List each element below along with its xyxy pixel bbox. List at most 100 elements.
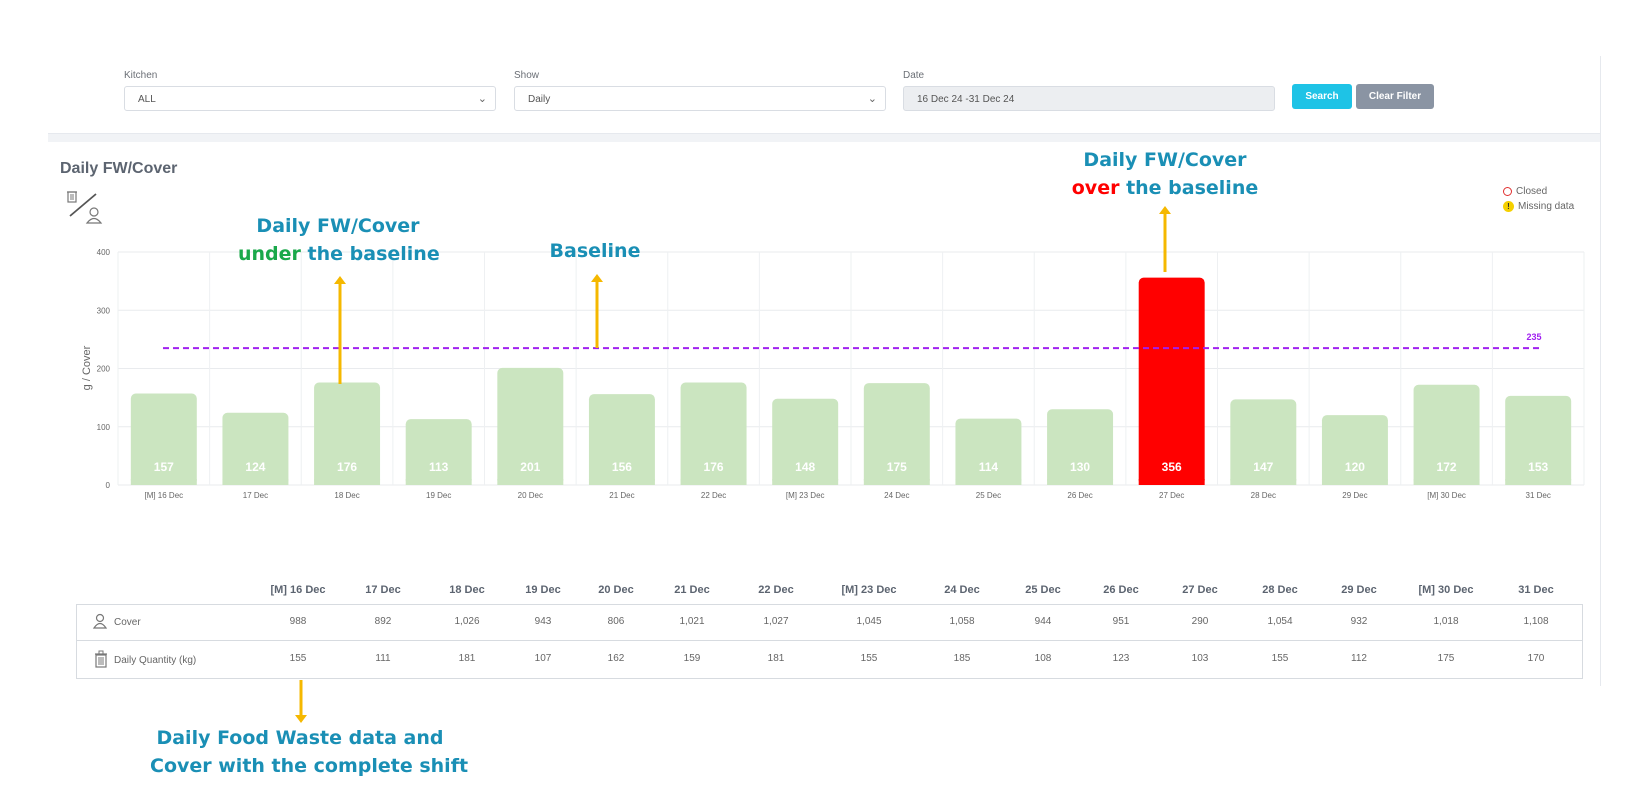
table-cell: 290 <box>1191 616 1209 627</box>
annotation-over-line1: Daily FW/Cover <box>1083 149 1247 171</box>
date-range-input[interactable]: 16 Dec 24 -31 Dec 24 <box>903 86 1275 111</box>
bar-base <box>497 479 564 485</box>
table-cell: 1,018 <box>1433 616 1459 627</box>
clear-filter-button[interactable]: Clear Filter <box>1356 84 1434 109</box>
table-column-header: 24 Dec <box>944 584 980 596</box>
annotation-under-line1: Daily FW/Cover <box>256 215 420 237</box>
table-cell: 944 <box>1034 616 1052 627</box>
bar-base <box>314 479 381 485</box>
table-cell: 892 <box>374 616 392 627</box>
table-cell: 1,026 <box>454 616 480 627</box>
bar <box>130 393 197 485</box>
table-bottom-border <box>76 678 1582 679</box>
table-cell: 932 <box>1350 616 1368 627</box>
table-cell: 181 <box>767 653 785 664</box>
chart-title: Daily FW/Cover <box>60 160 178 177</box>
warning-icon: ! <box>1503 201 1514 212</box>
x-tick-label: [M] 16 Dec <box>144 491 183 500</box>
kitchen-label: Kitchen <box>124 70 158 81</box>
x-tick-label: 21 Dec <box>609 491 634 500</box>
bar-value-label: 148 <box>795 460 815 474</box>
table-cell: 181 <box>458 653 476 664</box>
table-cell: 155 <box>1271 653 1289 664</box>
quantity-label-text: Daily Quantity (kg) <box>114 655 197 666</box>
table-cell: 951 <box>1112 616 1130 627</box>
table-cell: 170 <box>1527 653 1545 664</box>
bar-base <box>955 479 1022 485</box>
bar-base <box>405 479 472 485</box>
legend-closed-label: Closed <box>1516 186 1548 197</box>
bar-value-label: 201 <box>520 460 540 474</box>
table-cell: 103 <box>1191 653 1209 664</box>
search-button[interactable]: Search <box>1292 84 1352 109</box>
table-column-header: 26 Dec <box>1103 584 1139 596</box>
bar-base <box>1321 479 1388 485</box>
section-divider <box>48 133 1600 142</box>
table-column-header: 21 Dec <box>674 584 710 596</box>
table-row-quantity-label: Daily Quantity (kg) <box>94 650 196 671</box>
bar-base <box>680 479 747 485</box>
table-column-header: 19 Dec <box>525 584 561 596</box>
table-cell: 159 <box>683 653 701 664</box>
table-row-cover-label: Cover <box>92 613 141 632</box>
y-axis-label: g / Cover <box>81 345 93 390</box>
table-cell: 155 <box>860 653 878 664</box>
bar-value-label: 157 <box>154 460 174 474</box>
kitchen-select-value: ALL <box>138 94 156 105</box>
table-cell: 1,027 <box>763 616 789 627</box>
bar <box>1138 277 1205 485</box>
x-tick-label: [M] 23 Dec <box>786 491 825 500</box>
table-column-header: [M] 16 Dec <box>270 584 326 596</box>
x-tick-label: 18 Dec <box>334 491 359 500</box>
x-tick-label: 31 Dec <box>1526 491 1551 500</box>
table-cell: 1,045 <box>856 616 882 627</box>
x-tick-label: 20 Dec <box>518 491 543 500</box>
table-column-header: 29 Dec <box>1341 584 1377 596</box>
table-left-border <box>76 604 77 679</box>
x-tick-label: 29 Dec <box>1342 491 1367 500</box>
x-tick-label: 22 Dec <box>701 491 726 500</box>
bar <box>588 394 655 485</box>
person-icon <box>92 613 108 632</box>
x-tick-label: 28 Dec <box>1251 491 1276 500</box>
table-cell: 1,021 <box>679 616 705 627</box>
annotation-table-line1: Daily Food Waste data and <box>156 727 444 749</box>
bar-base <box>1138 479 1205 485</box>
bar <box>222 412 289 485</box>
bar-value-label: 176 <box>704 460 724 474</box>
show-select-value: Daily <box>528 94 551 105</box>
table-cell: 185 <box>953 653 971 664</box>
table-cell: 1,054 <box>1267 616 1293 627</box>
legend-missing: ! Missing data <box>1503 201 1574 212</box>
bar-value-label: 176 <box>337 460 357 474</box>
table-cell: 111 <box>375 653 391 664</box>
table-cell: 1,058 <box>949 616 975 627</box>
bar <box>772 398 839 485</box>
kitchen-select[interactable]: ALL ⌄ <box>124 86 496 111</box>
table-cell: 175 <box>1437 653 1455 664</box>
bar-value-label: 147 <box>1253 460 1273 474</box>
baseline-value-label: 235 <box>1526 332 1541 342</box>
annotation-over-word: over <box>1071 177 1120 199</box>
chevron-down-icon: ⌄ <box>867 93 877 105</box>
bar <box>1413 384 1480 485</box>
table-cell: 162 <box>607 653 625 664</box>
table-column-header: 31 Dec <box>1518 584 1554 596</box>
table-cell: 988 <box>289 616 307 627</box>
bar <box>955 418 1022 485</box>
table-column-header: 17 Dec <box>365 584 401 596</box>
show-label: Show <box>514 70 540 81</box>
table-column-header: 18 Dec <box>449 584 485 596</box>
table-cell: 806 <box>607 616 625 627</box>
bar-value-label: 356 <box>1162 460 1182 474</box>
bar-base <box>1413 479 1480 485</box>
bar-base <box>772 479 839 485</box>
show-select[interactable]: Daily ⌄ <box>514 86 886 111</box>
date-label: Date <box>903 70 925 81</box>
bar-value-label: 156 <box>612 460 632 474</box>
annotation-under: Daily FW/Cover under the baseline <box>238 212 440 268</box>
bar <box>863 383 930 485</box>
bar <box>405 419 472 485</box>
bar <box>314 382 381 485</box>
y-tick-label: 100 <box>97 423 111 432</box>
